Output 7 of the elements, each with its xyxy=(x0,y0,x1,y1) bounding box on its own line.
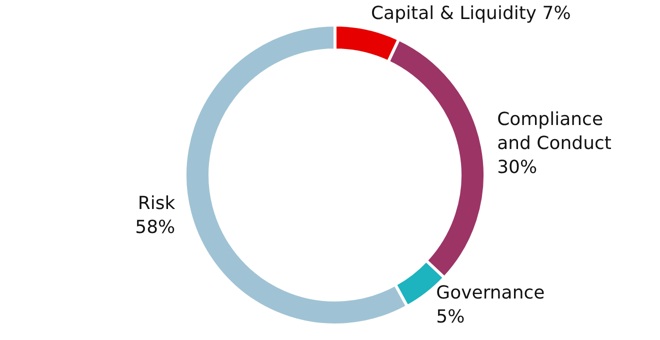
slice-label: Compliance and Conduct xyxy=(497,109,612,154)
data-label: 5% xyxy=(436,306,465,328)
slice-label: Risk xyxy=(138,192,176,214)
slice-label: Governance xyxy=(436,282,545,304)
data-label: 30% xyxy=(497,157,538,178)
slice-label: Capital & Liquidity 7% xyxy=(370,2,571,24)
data-label: 58% xyxy=(135,216,176,238)
